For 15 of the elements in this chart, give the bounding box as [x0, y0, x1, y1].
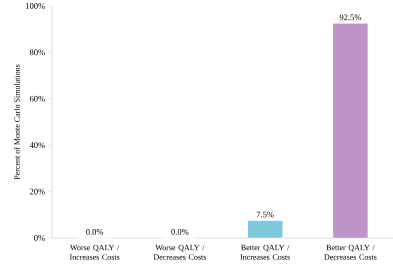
y-axis-title: Percent of Monte Carlo Simulations — [14, 64, 20, 180]
data-label: 7.5% — [256, 212, 274, 218]
y-tick-label: 80% — [30, 50, 45, 56]
data-label: 92.5% — [340, 14, 362, 20]
x-tick-label: Better QALY / Decreases Costs — [324, 244, 377, 260]
x-tick-label: Worse QALY / Increases Costs — [70, 244, 120, 260]
data-label: 0.0% — [86, 229, 104, 235]
data-label: 0.0% — [171, 229, 188, 235]
y-tick-label: 100% — [26, 3, 45, 9]
y-tick-label: 40% — [30, 142, 45, 148]
y-tick-label: 60% — [30, 96, 45, 102]
y-tick-label: 20% — [30, 188, 45, 194]
x-tick-label: Better QALY / Increases Costs — [240, 244, 290, 260]
y-tick-label: 0% — [34, 235, 45, 241]
x-tick-label: Worse QALY / Decreases Costs — [154, 244, 206, 260]
